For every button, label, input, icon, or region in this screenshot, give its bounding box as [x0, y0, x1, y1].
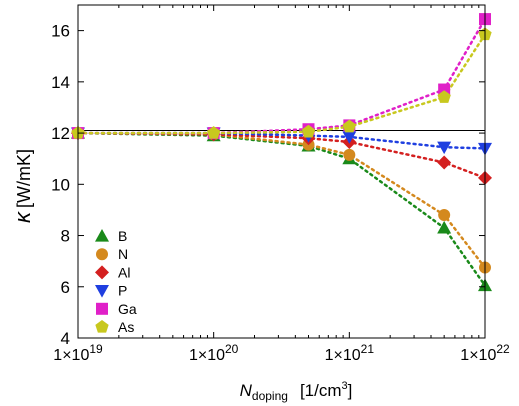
legend-marker-al: [95, 265, 109, 280]
x-tick-label: 1×1021: [325, 342, 375, 364]
x-axis-unit-superscript: 3: [342, 380, 348, 392]
legend-label-n: N: [118, 246, 128, 262]
x-tick-mantissa: 1×10: [53, 347, 89, 364]
x-axis-symbol: N: [240, 381, 253, 400]
series-line-as: [76, 33, 487, 135]
x-tick-label: 1×1019: [53, 342, 103, 364]
plot-frame: [77, 4, 486, 339]
data-point-as: [437, 90, 451, 103]
y-tick-label: 16: [51, 22, 70, 41]
series-line-ga: [76, 17, 487, 135]
data-point-as: [301, 124, 316, 138]
x-axis-ticks: 1×1019 1×1020 1×1021 1×1022: [53, 5, 510, 364]
y-tick-label: 8: [61, 227, 70, 246]
x-tick-mantissa: 1×10: [460, 347, 496, 364]
data-point-as: [342, 119, 356, 133]
x-tick-exponent: 20: [225, 342, 239, 356]
x-axis-subscript: doping: [252, 389, 288, 403]
legend-label-ga: Ga: [118, 301, 137, 317]
series-line-al: [76, 131, 487, 180]
series-lines: [76, 17, 487, 287]
x-axis-unit: [1/cm: [300, 381, 342, 400]
y-axis-label: κ [W/mK]: [10, 149, 35, 223]
legend-label-al: Al: [118, 264, 130, 280]
y-tick-label: 10: [51, 175, 70, 194]
series-line-b: [76, 131, 487, 287]
x-tick-mantissa: 1×10: [325, 347, 361, 364]
data-point-n: [438, 209, 451, 222]
legend-marker-as: [95, 320, 109, 333]
data-point-b: [437, 220, 452, 234]
series-markers: [71, 13, 492, 292]
x-tick-exponent: 19: [89, 342, 103, 356]
y-axis-ticks: 4 6 8 10 12 14 16: [51, 22, 485, 348]
y-axis-unit: [W/mK]: [14, 149, 34, 208]
x-axis-unit-end: ]: [348, 381, 353, 400]
legend-label-p: P: [118, 283, 127, 299]
data-point-al: [437, 155, 452, 170]
data-point-n: [343, 148, 356, 161]
legend-marker-ga: [96, 302, 108, 315]
data-point-p: [437, 141, 452, 155]
series-line-n: [76, 131, 487, 269]
x-tick-label: 1×1022: [460, 342, 510, 364]
x-tick-exponent: 22: [496, 342, 510, 356]
legend: BN Al P Ga As: [95, 228, 137, 335]
y-tick-label: 14: [51, 73, 70, 92]
legend-label-b: B: [118, 228, 127, 244]
legend-marker-p: [95, 285, 109, 298]
y-tick-label: 12: [51, 124, 70, 143]
legend-marker-n: [96, 248, 108, 261]
legend-marker-b: [95, 229, 109, 242]
legend-label-as: As: [118, 319, 134, 335]
x-axis-label: Ndoping [1/cm3]: [240, 380, 353, 403]
x-tick-exponent: 21: [361, 342, 375, 356]
data-point-as: [207, 126, 221, 139]
y-axis-symbol: κ: [10, 211, 35, 223]
y-tick-label: 4: [61, 329, 70, 348]
x-tick-mantissa: 1×10: [189, 347, 225, 364]
data-point-p: [342, 131, 357, 144]
x-tick-label: 1×1020: [189, 342, 239, 364]
y-tick-label: 6: [61, 278, 70, 297]
